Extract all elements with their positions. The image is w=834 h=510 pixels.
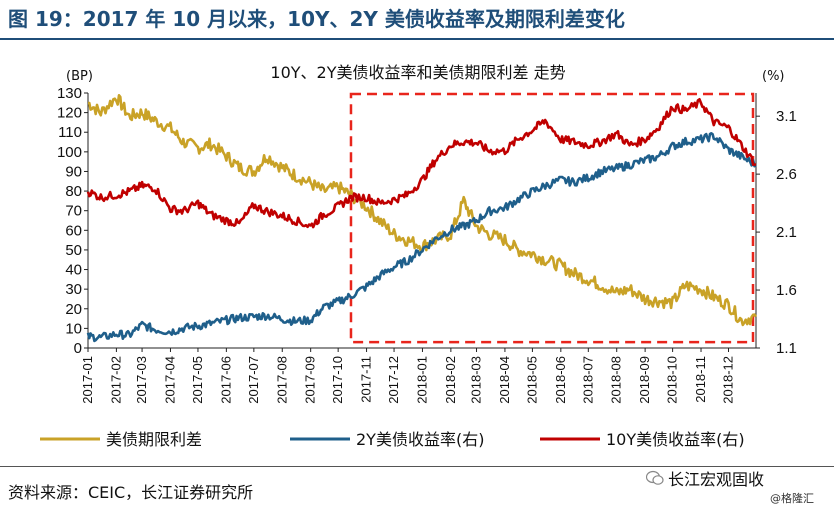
x-tick-label: 2018-01 [414, 356, 429, 404]
right-tick-label: 1.6 [776, 282, 797, 299]
x-tick-label: 2018-09 [637, 356, 652, 404]
x-tick-label: 2017-01 [80, 356, 95, 404]
left-tick-label: 90 [65, 163, 82, 180]
right-axis-unit: (%) [762, 69, 785, 84]
x-tick-label: 2017-08 [274, 356, 289, 404]
left-tick-label: 20 [65, 301, 82, 318]
x-tick-label: 2017-11 [359, 356, 374, 403]
x-tick-label: 2017-10 [330, 356, 345, 404]
watermark-sub: @格隆汇 [770, 492, 814, 505]
left-tick-label: 40 [65, 262, 82, 279]
x-tick-label: 2017-03 [134, 356, 149, 404]
x-tick-label: 2018-12 [721, 356, 736, 404]
left-tick-label: 100 [57, 144, 82, 161]
right-tick-label: 2.6 [776, 166, 797, 183]
highlight-box [349, 92, 755, 344]
series-lines [86, 93, 758, 343]
wechat-icon [646, 470, 664, 485]
left-tick-label: 60 [65, 222, 82, 239]
left-tick-label: 120 [57, 105, 82, 122]
legend-label-1: 2Y美债收益率(右) [356, 430, 484, 449]
series-line-2 [86, 97, 757, 229]
left-tick-label: 10 [65, 320, 82, 337]
x-tick-label: 2018-05 [524, 356, 539, 404]
x-tick-label: 2018-07 [580, 356, 595, 404]
x-tick-label: 2018-06 [553, 356, 568, 404]
left-tick-label: 130 [57, 85, 82, 102]
title-rule [0, 38, 834, 40]
left-axis-unit: (BP) [66, 69, 93, 84]
x-tick-label: 2017-09 [303, 356, 318, 404]
axes: 0 10 20 30 40 50 60 70 80 90 100 110 120 130 1.1 1.6 2.1… [57, 85, 797, 404]
left-tick-label: 50 [65, 242, 82, 259]
x-tick-label: 2018-02 [443, 356, 458, 404]
legend-label-2: 10Y美债收益率(右) [606, 430, 745, 449]
chart: 10Y、2Y美债收益率和美债期限利差 走势 (BP) (%) 0 10 20 30 40… [40, 63, 797, 449]
x-tick-label: 2017-05 [190, 356, 205, 404]
x-tick-label: 2017-06 [218, 356, 233, 404]
x-tick-label: 2018-04 [497, 356, 512, 404]
x-tick-label: 2017-04 [162, 356, 177, 404]
legend: 美债期限利差 2Y美债收益率(右) 10Y美债收益率(右) [40, 430, 745, 449]
right-tick-label: 2.1 [776, 224, 797, 241]
x-tick-label: 2017-07 [246, 356, 261, 404]
left-tick-label: 30 [65, 281, 82, 298]
left-tick-label: 0 [74, 340, 82, 357]
highlight-box-rect [349, 92, 755, 344]
right-tick-label: 1.1 [776, 340, 797, 357]
x-tick-label: 2018-10 [665, 356, 680, 404]
chart-title: 10Y、2Y美债收益率和美债期限利差 走势 [270, 63, 565, 82]
legend-label-0: 美债期限利差 [106, 430, 202, 449]
x-tick-label: 2018-11 [693, 356, 708, 403]
source-note: 资料来源：CEIC，长江证券研究所 [8, 483, 254, 502]
x-tick-label: 2018-03 [469, 356, 484, 404]
series-line-1 [86, 132, 757, 343]
x-tick-label: 2017-02 [108, 356, 123, 404]
x-tick-label: 2018-08 [609, 356, 624, 404]
left-tick-label: 70 [65, 203, 82, 220]
figure-title: 图 19：2017 年 10 月以来，10Y、2Y 美债收益率及期限利差变化 [8, 7, 625, 31]
right-tick-label: 3.1 [776, 108, 797, 125]
watermark: 长江宏观固收 [668, 470, 765, 489]
left-tick-label: 110 [58, 124, 82, 141]
x-tick-label: 2017-12 [386, 356, 401, 404]
footer-rule [0, 466, 834, 467]
left-tick-label: 80 [65, 183, 82, 200]
